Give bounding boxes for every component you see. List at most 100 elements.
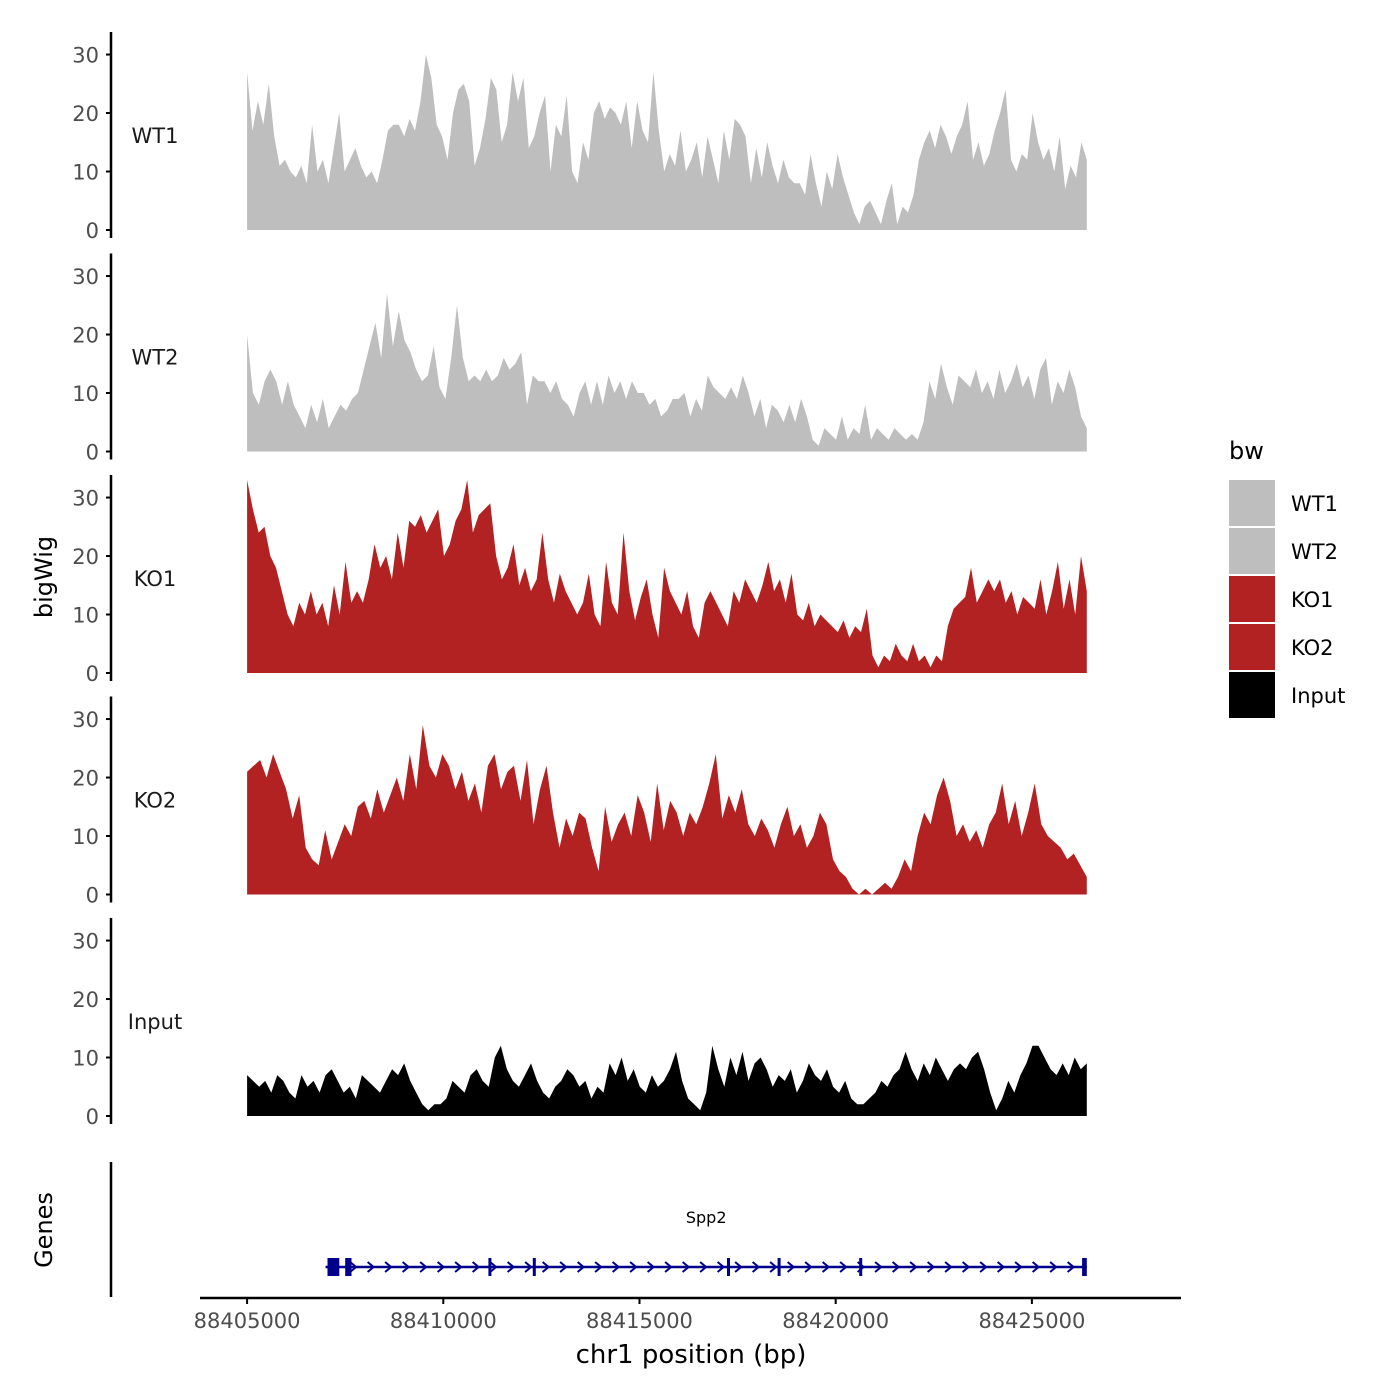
strand-arrow [471, 1261, 481, 1273]
y-tick-label-ko2-0: 0 [86, 884, 99, 908]
strand-arrow [559, 1261, 568, 1273]
legend-label-input: Input [1291, 684, 1345, 708]
strand-arrow [821, 1261, 831, 1273]
legend-swatch-input [1229, 672, 1275, 718]
strand-arrow [436, 1261, 446, 1273]
track-label-ko2: KO2 [134, 789, 177, 813]
strand-arrow [961, 1261, 971, 1273]
strand-arrow [611, 1261, 621, 1273]
strand-arrow [786, 1261, 796, 1273]
genes-panel-label: Genes [30, 1192, 58, 1268]
track-label-input: Input [128, 1010, 182, 1034]
x-tick-label-88415000: 88415000 [586, 1309, 693, 1333]
y-tick-label-ko1-0: 0 [86, 662, 99, 686]
strand-arrow [664, 1261, 673, 1273]
exon-spp2-5 [727, 1258, 730, 1276]
area-wt1 [247, 54, 1087, 230]
exon-spp2-1 [327, 1258, 340, 1276]
exon-spp2-8 [1082, 1258, 1087, 1276]
legend-label-ko2: KO2 [1291, 636, 1334, 660]
gene-model-layer: Spp2 [325, 1208, 1087, 1276]
strand-arrow [1066, 1261, 1076, 1273]
gene-name-label: Spp2 [686, 1208, 727, 1227]
y-tick-label-wt1-10: 10 [72, 161, 99, 185]
strand-arrow [891, 1261, 901, 1273]
track-label-wt1: WT1 [132, 124, 179, 148]
strand-arrow [769, 1261, 778, 1273]
legend-item-ko1: KO1 [1229, 576, 1334, 622]
strand-arrow [366, 1261, 376, 1273]
strand-arrow [909, 1261, 918, 1273]
y-tick-label-wt1-0: 0 [86, 219, 99, 243]
track-wt1: 0 10 20 30 WT1 [72, 32, 1087, 243]
strand-arrow [454, 1261, 463, 1273]
y-tick-label-input-0: 0 [86, 1105, 99, 1129]
legend-title: bw [1229, 437, 1264, 465]
y-tick-label-ko1-30: 30 [72, 487, 99, 511]
track-label-wt2: WT2 [132, 346, 179, 370]
x-axis: 88405000 88410000 88415000 88420000 88425000 [194, 1296, 1181, 1333]
bigwig-tracks: 0 10 20 30 WT1 0 10 20 30 WT2 0 10 20 30 KO1 0 10 20 30 KO2… [72, 32, 1087, 1129]
gene-spp2: Spp2 [325, 1208, 1087, 1276]
track-input: 0 10 20 30 Input [72, 918, 1087, 1129]
y-tick-label-input-30: 30 [72, 930, 99, 954]
strand-arrow [1014, 1261, 1023, 1273]
y-tick-label-wt2-20: 20 [72, 324, 99, 348]
strand-arrow [541, 1261, 551, 1273]
y-tick-label-wt2-10: 10 [72, 382, 99, 406]
x-axis-title: chr1 position (bp) [576, 1340, 807, 1370]
y-tick-label-ko2-10: 10 [72, 825, 99, 849]
strand-arrow [716, 1261, 726, 1273]
area-input [247, 1045, 1087, 1116]
strand-arrow [524, 1261, 533, 1273]
strand-arrow [384, 1261, 393, 1273]
legend-swatch-ko1 [1229, 576, 1275, 622]
legend-item-wt1: WT1 [1229, 480, 1338, 526]
exon-spp2-7 [859, 1258, 863, 1276]
x-tick-label-88410000: 88410000 [390, 1309, 497, 1333]
strand-arrow [681, 1261, 691, 1273]
y-tick-label-ko1-20: 20 [72, 545, 99, 569]
strand-arrow [506, 1261, 516, 1273]
y-tick-label-input-20: 20 [72, 988, 99, 1012]
exon-spp2-2 [345, 1258, 352, 1276]
y-tick-label-ko2-30: 30 [72, 708, 99, 732]
gene-panel: Genes Spp2 [30, 1162, 1087, 1297]
strand-arrow [734, 1261, 743, 1273]
strand-arrow [699, 1261, 708, 1273]
legend-item-wt2: WT2 [1229, 528, 1338, 574]
track-ko2: 0 10 20 30 KO2 [72, 696, 1087, 908]
strand-arrow [839, 1261, 848, 1273]
strand-arrow [944, 1261, 953, 1273]
y-tick-label-wt2-0: 0 [86, 441, 99, 465]
strand-arrow [926, 1261, 936, 1273]
strand-arrow [629, 1261, 638, 1273]
y-tick-label-wt1-20: 20 [72, 102, 99, 126]
y-tick-label-ko2-20: 20 [72, 767, 99, 791]
legend-swatch-wt2 [1229, 528, 1275, 574]
track-ko1: 0 10 20 30 KO1 [72, 475, 1087, 686]
strand-arrow [489, 1261, 498, 1273]
strand-arrow [349, 1261, 358, 1273]
strand-arrow [996, 1261, 1006, 1273]
legend-label-wt2: WT2 [1291, 540, 1338, 564]
exon-spp2-4 [532, 1258, 536, 1276]
exon-spp2-3 [488, 1258, 492, 1276]
x-tick-label-88405000: 88405000 [194, 1309, 301, 1333]
legend-item-ko2: KO2 [1229, 624, 1334, 670]
x-tick-label-88420000: 88420000 [782, 1309, 889, 1333]
legend-label-ko1: KO1 [1291, 588, 1334, 612]
area-ko1 [247, 480, 1087, 673]
y-tick-label-wt2-30: 30 [72, 265, 99, 289]
strand-arrow [646, 1261, 656, 1273]
y-axis-title: bigWig [30, 536, 58, 618]
strand-arrow [401, 1261, 411, 1273]
strand-arrow [751, 1261, 761, 1273]
strand-arrow [1031, 1261, 1041, 1273]
track-wt2: 0 10 20 30 WT2 [72, 253, 1087, 465]
legend-swatch-ko2 [1229, 624, 1275, 670]
legend-label-wt1: WT1 [1291, 492, 1338, 516]
area-wt2 [247, 293, 1087, 452]
strand-arrow [576, 1261, 586, 1273]
